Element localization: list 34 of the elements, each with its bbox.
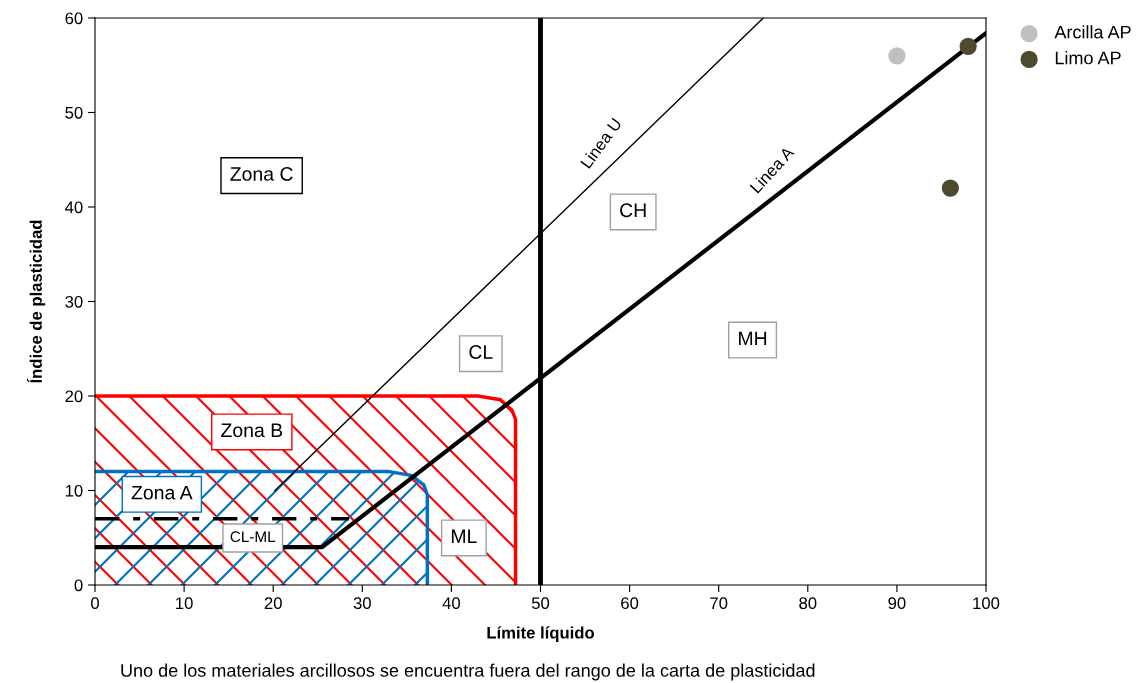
x-axis-title: Límite líquido [487, 626, 595, 642]
annotation: MH [739, 331, 767, 346]
legend-label: Limo AP [1055, 51, 1121, 65]
y-tick-label: 0 [74, 579, 83, 592]
x-tick-label: 80 [799, 597, 817, 610]
text: Uno de los materiales arcillosos se encuentra fuera del rango de la carta de plasticidad [121, 663, 815, 681]
y-axis-title: Índice de plasticidad [26, 220, 46, 383]
point [888, 47, 906, 65]
point [941, 179, 959, 197]
x-tick-label: 90 [888, 597, 906, 610]
x-tick-label: 20 [264, 597, 282, 610]
x-tick-label: 70 [710, 597, 728, 610]
point [959, 37, 977, 55]
annotation: Zona A [131, 485, 193, 500]
x-tick-label: 0 [91, 597, 99, 610]
annotation: CH [620, 203, 646, 218]
y-tick-label: 40 [65, 201, 83, 214]
y-tick-label: 60 [65, 12, 83, 25]
x-tick-label: 100 [973, 597, 1000, 610]
annotation: Zona C [230, 167, 293, 181]
y-tick-label: 20 [65, 390, 83, 403]
legend-label: Arcilla AP [1054, 25, 1131, 39]
x-tick-label: 10 [176, 597, 193, 610]
annotation: ML [451, 529, 477, 543]
y-tick-label: 10 [65, 484, 83, 497]
y-tick-label: 50 [65, 106, 83, 119]
x-tick-label: 50 [531, 597, 550, 610]
annotation: Zona B [221, 423, 283, 438]
x-tick-label: 40 [442, 597, 461, 610]
x-tick-label: 60 [621, 597, 639, 610]
y-tick-label: 30 [65, 295, 83, 308]
annotation: CL-ML [230, 531, 276, 543]
x-tick-label: 30 [353, 597, 371, 610]
annotation: CL [469, 345, 493, 359]
